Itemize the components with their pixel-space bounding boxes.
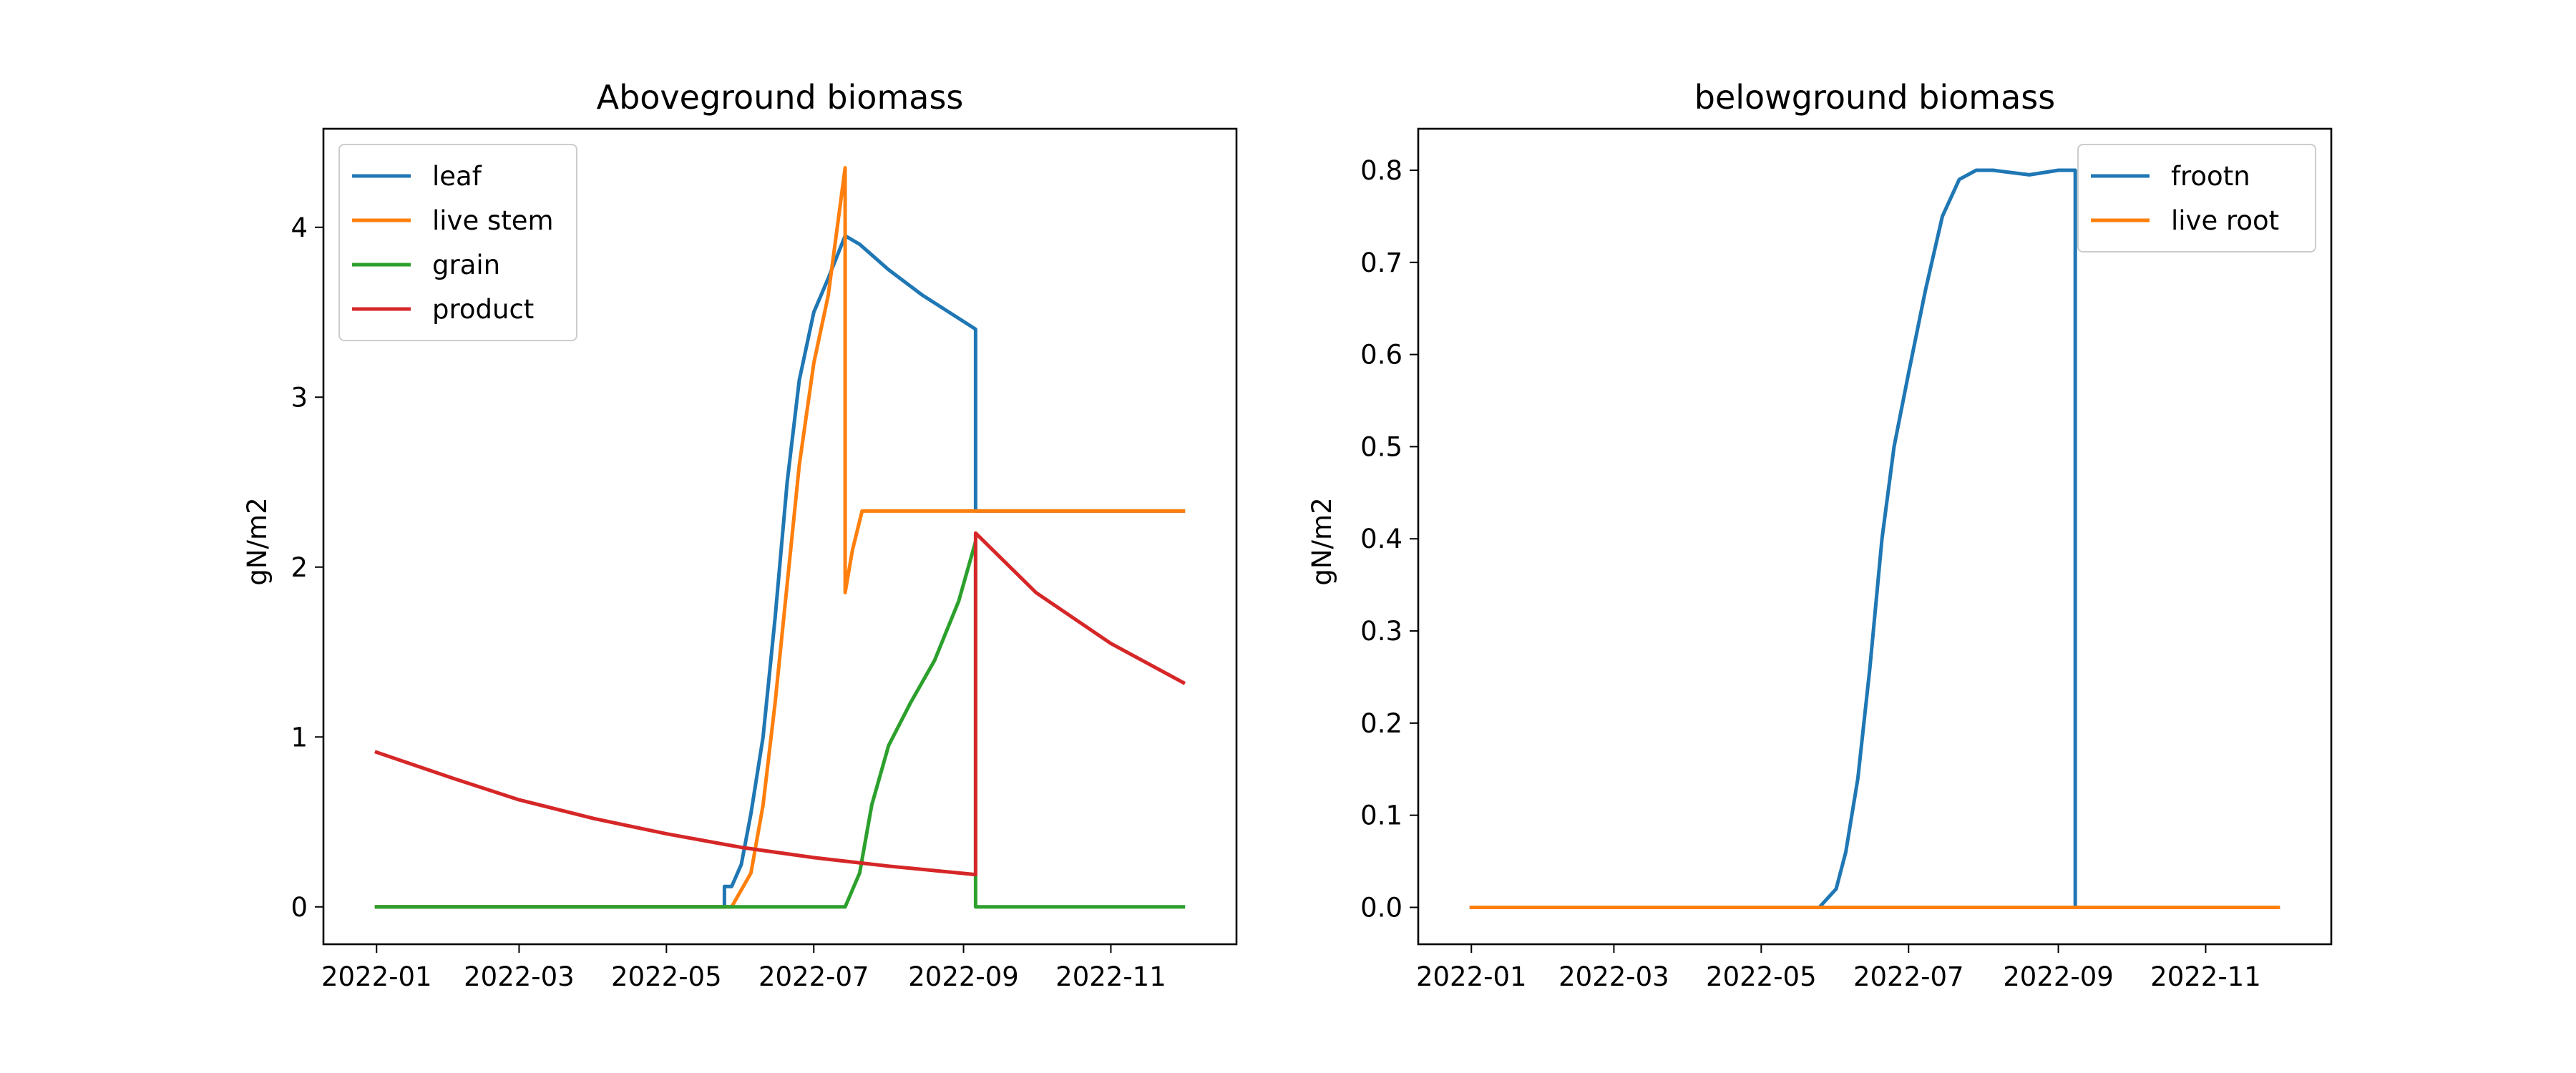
x-tick-label: 2022-03 (464, 961, 575, 992)
y-tick-label: 0.0 (1360, 892, 1402, 923)
legend: leaf live stem grain product (338, 144, 577, 341)
y-tick-label: 0.3 (1360, 616, 1402, 647)
y-tick-label: 0.4 (1360, 524, 1402, 554)
y-axis-label: gN/m2 (1307, 497, 1337, 585)
y-tick-label: 0 (291, 892, 308, 923)
y-tick-label: 0.7 (1360, 248, 1402, 278)
x-tick-label: 2022-01 (321, 961, 432, 992)
y-tick-label: 1 (291, 722, 308, 753)
y-tick-label: 0.8 (1360, 155, 1402, 186)
plot-area-frame (1417, 127, 2333, 946)
legend-label: live root (2171, 205, 2279, 236)
chart-title: Aboveground biomass (597, 78, 964, 117)
y-tick-label: 0.6 (1360, 340, 1402, 371)
x-tick-label: 2022-09 (2003, 961, 2114, 992)
legend: frootn live root (2077, 144, 2316, 253)
series-line-product (374, 531, 1186, 877)
legend-label: leaf (432, 161, 482, 192)
x-tick-label: 2022-07 (1853, 961, 1964, 992)
x-tick-label: 2022-11 (1055, 961, 1166, 992)
chart-aboveground: Aboveground biomass gN/m2 2022-01 2022-03… (242, 78, 1238, 992)
legend-label: frootn (2171, 161, 2250, 192)
chart-belowground: belowground biomass gN/m2 2022-01 2022-03… (1307, 78, 2333, 992)
x-tick-label: 2022-05 (1706, 961, 1817, 992)
y-tick-label: 4 (291, 212, 308, 243)
series-line-frootn (1469, 168, 2280, 909)
plot-area-frame (322, 127, 1238, 946)
x-tick-label: 2022-05 (611, 961, 722, 992)
y-axis-label: gN/m2 (242, 497, 273, 585)
x-tick-label: 2022-09 (908, 961, 1019, 992)
ticks: 2022-01 2022-03 2022-05 2022-07 2022-09 2022-… (291, 212, 1166, 992)
legend-frame (2077, 144, 2316, 253)
x-tick-label: 2022-11 (2150, 961, 2261, 992)
y-tick-label: 0.5 (1360, 431, 1402, 462)
legend-label: live stem (432, 205, 554, 236)
x-tick-label: 2022-07 (758, 961, 869, 992)
y-tick-label: 0.2 (1360, 708, 1402, 739)
series-line-leaf (374, 234, 1186, 909)
y-tick-label: 2 (291, 552, 308, 583)
series-group (1469, 168, 2280, 909)
y-tick-label: 3 (291, 382, 308, 413)
legend-frame (338, 144, 577, 341)
ticks: 2022-01 2022-03 2022-05 2022-07 2022-09 2022-… (1360, 155, 2261, 992)
x-tick-label: 2022-03 (1558, 961, 1669, 992)
series-group (374, 166, 1186, 909)
y-tick-label: 0.1 (1360, 800, 1402, 831)
legend-label: product (432, 294, 534, 325)
chart-title: belowground biomass (1694, 78, 2055, 117)
legend-label: grain (432, 250, 500, 280)
x-tick-label: 2022-01 (1416, 961, 1527, 992)
